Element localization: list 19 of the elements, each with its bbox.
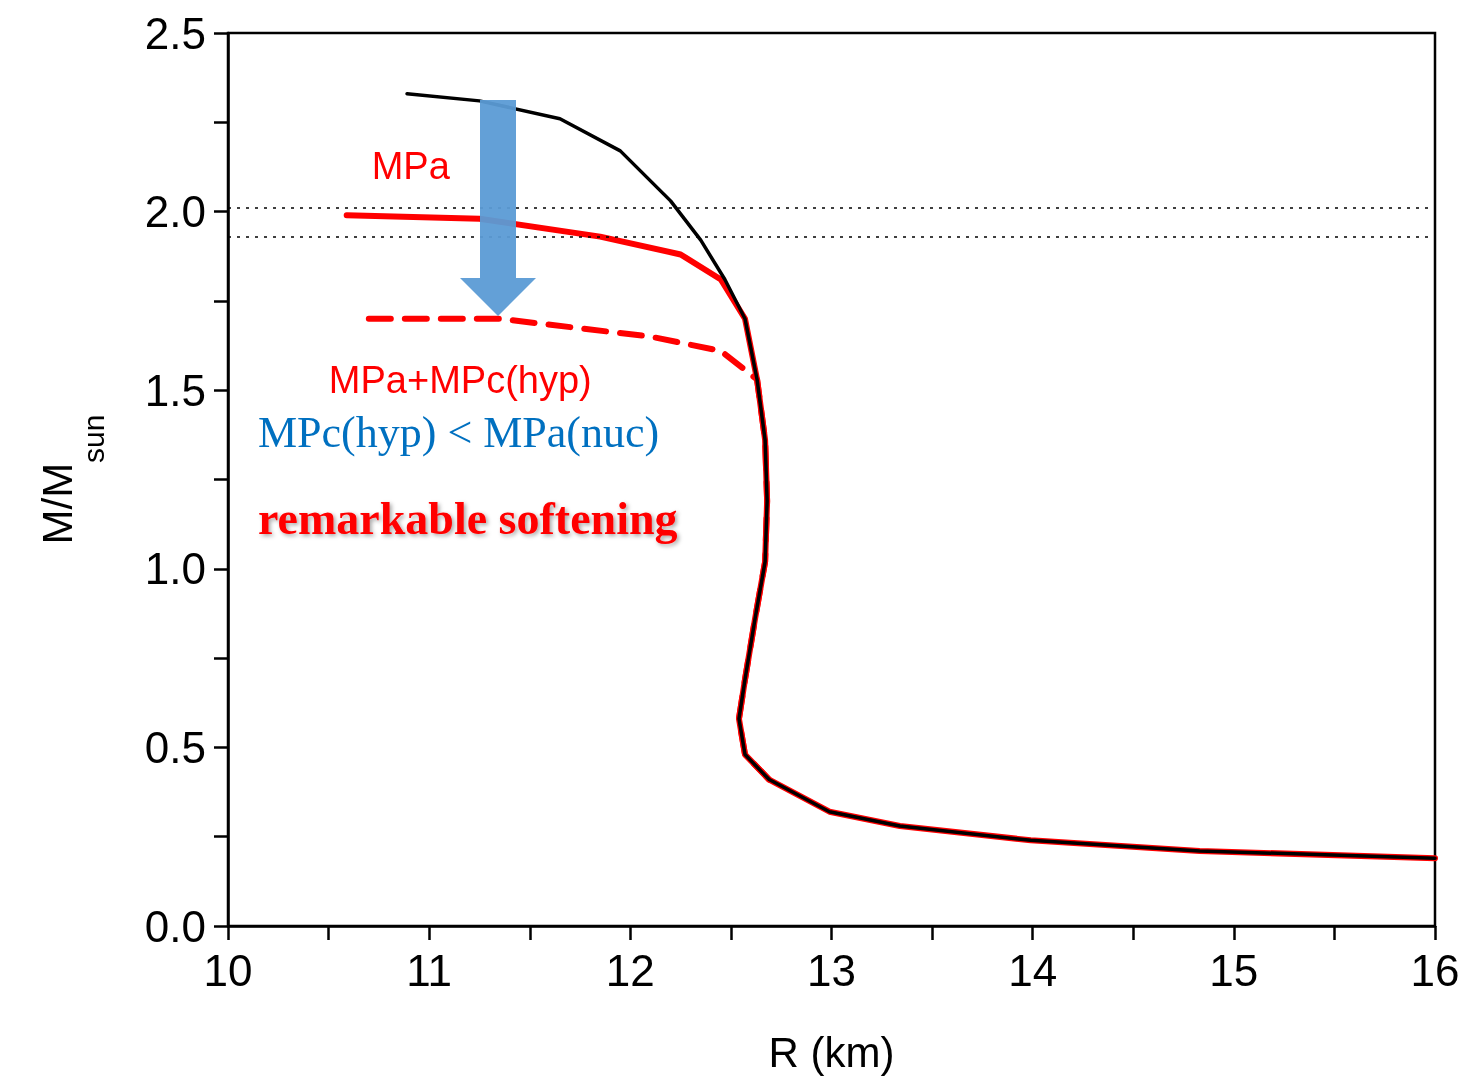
y-tick-label: 1.0 bbox=[144, 544, 206, 594]
y-tick-label: 0.0 bbox=[144, 901, 206, 951]
annotation: MPc(hyp) < MPa(nuc) bbox=[258, 407, 660, 457]
annotation: remarkable softening bbox=[258, 492, 678, 544]
y-tick-label: 2.0 bbox=[144, 187, 206, 237]
series-label: MPa+MPc(hyp) bbox=[328, 358, 592, 401]
x-tick-label: 13 bbox=[807, 945, 856, 995]
y-tick-label: 2.5 bbox=[144, 8, 206, 58]
x-tick-label: 15 bbox=[1209, 945, 1259, 995]
y-tick-label: 0.5 bbox=[144, 722, 206, 772]
x-axis-title: R (km) bbox=[768, 1028, 895, 1076]
x-tick-label: 10 bbox=[203, 945, 253, 995]
series-label: MPa bbox=[371, 145, 451, 188]
x-tick-label: 14 bbox=[1008, 945, 1058, 995]
x-tick-label: 11 bbox=[406, 945, 453, 995]
x-tick-label: 16 bbox=[1410, 945, 1460, 995]
y-axis-title: M/Msun bbox=[33, 414, 110, 545]
y-tick-label: 1.5 bbox=[144, 365, 206, 415]
x-tick-label: 12 bbox=[605, 945, 655, 995]
